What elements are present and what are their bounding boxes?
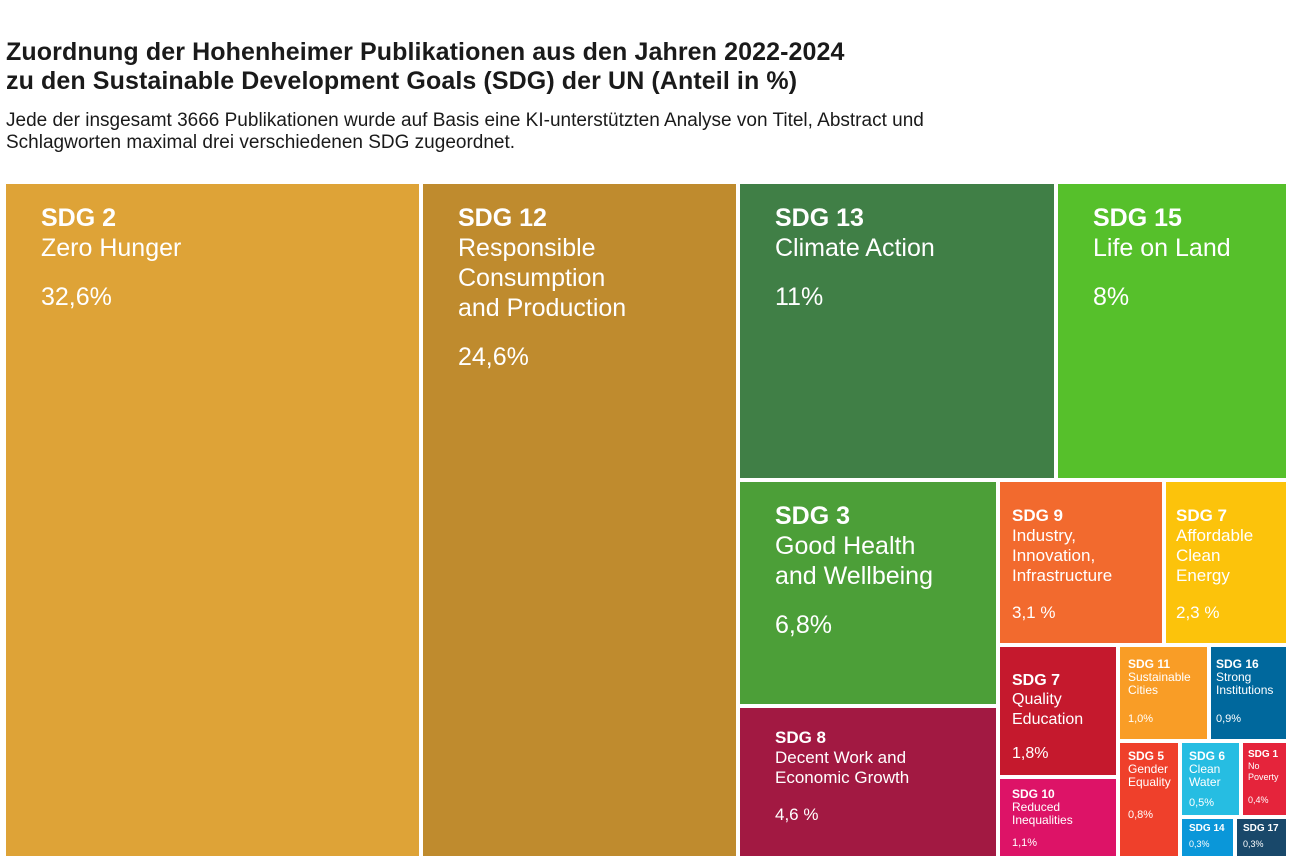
- chart-subtitle-line-1: Jede der insgesamt 3666 Publikationen wu…: [6, 110, 924, 131]
- tile-code-label: SDG 16: [1216, 657, 1259, 671]
- tile-name-label: Consumption: [458, 264, 606, 292]
- tile-name-label: Climate Action: [775, 234, 935, 262]
- tile-value-label: 1,1%: [1012, 837, 1038, 849]
- tile-code-label: SDG 10: [1012, 787, 1055, 801]
- treemap-tile-sdg-12-1: SDG 12 Responsible Consumption and Producti…: [421, 182, 738, 858]
- tile-code-label: SDG 17: [1243, 823, 1279, 834]
- tile-code-label: SDG 8: [775, 728, 827, 747]
- treemap-tile-sdg-2-0: SDG 2 Zero Hunger 32,6%: [4, 182, 421, 858]
- treemap-tile-sdg-16-11: SDG 16 Strong Institutions 0,9%: [1209, 645, 1288, 741]
- tile-code-label: SDG 6: [1189, 749, 1226, 763]
- tile-name-label: Sustainable: [1128, 670, 1191, 684]
- treemap-tile-sdg-17-16: SDG 17 0,3%: [1235, 817, 1288, 858]
- chart-title: Zuordnung der Hohenheimer Publikationen …: [6, 38, 845, 96]
- tile-name-label: Inequalities: [1012, 813, 1073, 827]
- tile-name-label: Life on Land: [1093, 234, 1231, 262]
- tile-value-label: 2,3 %: [1176, 603, 1220, 622]
- treemap-tile-sdg-13-2: SDG 13 Climate Action 11%: [738, 182, 1056, 480]
- tile-value-label: 3,1 %: [1012, 603, 1056, 622]
- treemap-tile-sdg-7-7: SDG 7 Affordable Clean Energy 2,3 %: [1164, 480, 1288, 645]
- treemap-tile-sdg-15-3: SDG 15 Life on Land 8%: [1056, 182, 1288, 480]
- chart-subtitle: Jede der insgesamt 3666 Publikationen wu…: [6, 110, 1276, 154]
- tile-name-label: Affordable: [1176, 526, 1254, 545]
- tile-name-label: Poverty: [1248, 772, 1279, 782]
- tile-value-label: 4,6 %: [775, 805, 819, 824]
- tile-name-label: Gender: [1128, 762, 1169, 776]
- tile-value-label: 24,6%: [458, 343, 529, 371]
- chart-subtitle-line-2: Schlagworten maximal drei verschiedenen …: [6, 132, 516, 153]
- tile-code-label: SDG 7: [1012, 672, 1061, 689]
- tile-name-label: and Wellbeing: [775, 562, 933, 590]
- chart-title-line-1: Zuordnung der Hohenheimer Publikationen …: [6, 38, 845, 66]
- treemap-tile-sdg-10-9: SDG 10 Reduced Inequalities 1,1%: [998, 777, 1118, 858]
- tile-code-label: SDG 7: [1176, 506, 1228, 525]
- tile-name-label: Energy: [1176, 566, 1230, 585]
- tile-name-label: Infrastructure: [1012, 566, 1113, 585]
- treemap-tile-sdg-11-10: SDG 11 Sustainable Cities 1,0%: [1118, 645, 1209, 741]
- tile-name-label: Good Health: [775, 532, 916, 560]
- tile-value-label: 0,4%: [1248, 795, 1269, 805]
- tile-value-label: 6,8%: [775, 611, 832, 639]
- treemap-tile-sdg-9-6: SDG 9 Industry, Innovation, Infrastructure 3…: [998, 480, 1164, 645]
- tile-code-label: SDG 14: [1189, 823, 1225, 834]
- tile-code-label: SDG 9: [1012, 506, 1064, 525]
- tile-name-label: No: [1248, 761, 1260, 771]
- tile-name-label: Strong: [1216, 670, 1252, 684]
- tile-name-label: Innovation,: [1012, 546, 1096, 565]
- tile-name-label: Decent Work and: [775, 748, 907, 767]
- tile-value-label: 1,8%: [1012, 745, 1049, 762]
- tile-value-label: 0,5%: [1189, 797, 1215, 809]
- treemap-tile-sdg-8-5: SDG 8 Decent Work and Economic Growth 4,6 %: [738, 706, 998, 858]
- treemap-tile-sdg-14-15: SDG 14 0,3%: [1180, 817, 1235, 858]
- tile-name-label: Equality: [1128, 775, 1171, 789]
- treemap-tile-sdg-1-14: SDG 1 No Poverty 0,4%: [1241, 741, 1288, 817]
- tile-name-label: Zero Hunger: [41, 234, 182, 262]
- tile-code-label: SDG 13: [775, 204, 864, 232]
- tile-name-label: Quality: [1012, 691, 1062, 708]
- tile-code-label: SDG 1: [1248, 749, 1279, 760]
- treemap-tile-sdg-5-12: SDG 5 Gender Equality 0,8%: [1118, 741, 1180, 858]
- tile-name-label: and Production: [458, 294, 627, 322]
- tile-value-label: 0,3%: [1243, 839, 1264, 849]
- tile-code-label: SDG 2: [41, 204, 117, 232]
- tile-value-label: 0,9%: [1216, 713, 1242, 725]
- tile-name-label: Institutions: [1216, 683, 1274, 697]
- treemap-tile-sdg-7-8: SDG 7 Quality Education 1,8%: [998, 645, 1118, 777]
- tile-code-label: SDG 15: [1093, 204, 1182, 232]
- tile-value-label: 0,3%: [1189, 839, 1210, 849]
- tile-name-label: Cities: [1128, 683, 1159, 697]
- tile-name-label: Water: [1189, 775, 1221, 789]
- tile-name-label: Clean: [1176, 546, 1221, 565]
- tile-value-label: 11%: [775, 283, 824, 311]
- treemap-tile-sdg-6-13: SDG 6 Clean Water 0,5%: [1180, 741, 1241, 817]
- tile-name-label: Education: [1012, 711, 1084, 728]
- tile-code-label: SDG 11: [1128, 657, 1171, 671]
- tile-value-label: 8%: [1093, 283, 1130, 311]
- tile-name-label: Industry,: [1012, 526, 1076, 545]
- tile-code-label: SDG 3: [775, 502, 851, 530]
- tile-name-label: Clean: [1189, 762, 1221, 776]
- tile-value-label: 32,6%: [41, 283, 112, 311]
- treemap-tile-sdg-3-4: SDG 3 Good Health and Wellbeing 6,8%: [738, 480, 998, 706]
- tile-name-label: Economic Growth: [775, 768, 910, 787]
- tile-value-label: 1,0%: [1128, 713, 1154, 725]
- chart-title-line-2: zu den Sustainable Development Goals (SD…: [6, 67, 798, 95]
- tile-name-label: Reduced: [1012, 800, 1061, 814]
- tile-name-label: Responsible: [458, 234, 596, 262]
- tile-code-label: SDG 5: [1128, 749, 1165, 763]
- tile-value-label: 0,8%: [1128, 809, 1154, 821]
- tile-code-label: SDG 12: [458, 204, 547, 232]
